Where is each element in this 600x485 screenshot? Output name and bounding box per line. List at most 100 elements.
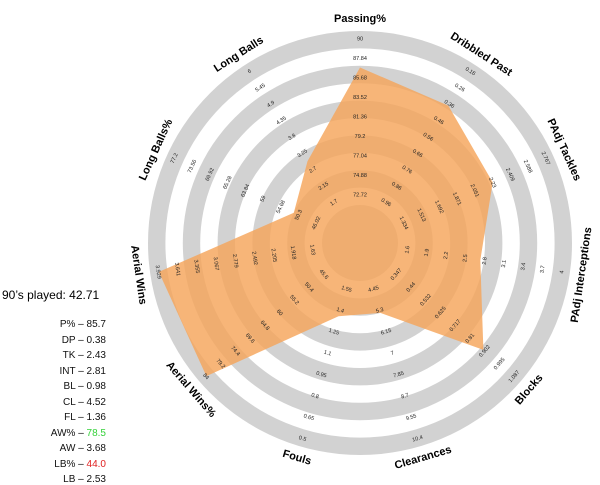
tick-label: 1.513	[415, 208, 426, 223]
tick-label: 2.8	[482, 257, 489, 265]
tick-label: 3.355	[192, 259, 200, 273]
tick-label: 2.492	[250, 251, 258, 265]
tick-label: 0.16	[464, 66, 476, 77]
stat-row: BL – 0.98	[0, 381, 106, 392]
tick-label: 3.067	[212, 257, 220, 271]
tick-label: 0.36	[443, 99, 455, 110]
tick-label: 0.44	[406, 281, 418, 293]
tick-label: 1.692	[433, 200, 444, 215]
tick-label: 1.918	[289, 245, 297, 259]
tick-label: 2.15	[318, 181, 330, 192]
stat-label: DP –	[61, 334, 87, 346]
stat-row: FL – 1.36	[0, 412, 106, 423]
tick-label: 3.7	[540, 265, 547, 273]
stat-value: 4.52	[86, 396, 106, 408]
tick-label: 2.7	[308, 166, 318, 175]
tick-label: 1.63	[308, 244, 315, 255]
stat-label: LB% –	[54, 458, 87, 470]
tick-label: 0.86	[390, 181, 402, 192]
tick-label: 3.1	[501, 260, 508, 268]
tick-label: 4.35	[275, 116, 287, 127]
tick-label: 0.76	[401, 165, 413, 176]
tick-label: 1.871	[451, 191, 462, 206]
stat-label: INT –	[59, 365, 87, 377]
radar-tick-labels: 72.72 74.88 77.04 79.2 81.36 83.52 85.68 87.84 9…	[154, 36, 566, 443]
stat-label: P% –	[59, 319, 87, 330]
tick-label: 0.65	[303, 413, 315, 422]
axis-label: PAdj Interceptions	[569, 226, 595, 323]
tick-label: 2.409	[504, 167, 515, 182]
tick-label: 4.45	[368, 285, 380, 294]
tick-label: 87.84	[353, 56, 367, 62]
stat-value: 3.68	[86, 443, 106, 454]
tick-label: 7.85	[393, 371, 405, 380]
tick-label: 2.205	[270, 248, 278, 262]
stat-row: TK – 2.43	[0, 350, 106, 361]
axis-label: Fouls	[281, 448, 313, 468]
tick-label: 2.767	[540, 151, 551, 166]
stat-label: LB –	[63, 474, 87, 485]
tick-label: 50.3	[294, 209, 304, 221]
stat-row: LB – 2.53	[0, 474, 106, 485]
tick-label: 8.7	[401, 392, 410, 400]
axis-label: Aerial Wins	[128, 244, 148, 305]
tick-label: 83.52	[353, 95, 367, 101]
tick-label: 0.5	[298, 435, 307, 443]
stat-label: TK –	[62, 350, 87, 361]
tick-label: 6.15	[380, 328, 392, 337]
tick-label: 1.334	[398, 216, 409, 231]
stat-value: 2.81	[86, 365, 106, 377]
tick-label: 1.55	[340, 285, 352, 294]
tick-label: 5.3	[375, 307, 384, 315]
tick-label: 0.46	[432, 116, 444, 127]
tick-label: 45.6	[318, 269, 330, 281]
tick-label: 4	[559, 270, 565, 274]
tick-label: 0.26	[453, 83, 465, 94]
tick-label: 2.051	[469, 183, 480, 198]
tick-label: 1.6	[404, 246, 411, 254]
tick-label: 1.25	[328, 328, 340, 337]
stat-row: INT – 2.81	[0, 366, 106, 377]
tick-label: 4.9	[266, 100, 276, 109]
tick-label: 79.2	[214, 358, 226, 370]
stat-value: 2.53	[86, 474, 106, 485]
stat-row: P% – 85.7	[0, 319, 106, 330]
tick-label: 2.588	[522, 159, 533, 174]
stat-label: AW –	[59, 443, 87, 454]
stat-label: AW% –	[50, 427, 87, 439]
tick-label: 54.68	[276, 200, 287, 215]
tick-label: 0.56	[422, 132, 434, 143]
tick-label: 3.8	[287, 133, 297, 142]
tick-label: 84	[201, 373, 210, 382]
axis-label: Passing%	[334, 13, 386, 25]
tick-label: 72.72	[353, 192, 367, 198]
tick-label: 5.45	[254, 83, 266, 94]
tick-label: 3.929	[154, 265, 162, 279]
tick-label: 85.68	[353, 75, 367, 81]
tick-label: 74.88	[353, 173, 367, 179]
stat-row: AW% – 78.5	[0, 428, 106, 439]
tick-label: 77.04	[353, 153, 367, 159]
tick-label: 0.95	[315, 371, 327, 380]
stat-row: DP – 0.38	[0, 335, 106, 346]
stat-value: 85.7	[86, 319, 106, 330]
data-polygon	[158, 67, 493, 377]
tick-label: 90	[357, 36, 363, 42]
tick-label: 60	[275, 309, 284, 318]
nineties-played: 90’s played: 42.71	[2, 288, 100, 302]
tick-label: 9.55	[405, 413, 417, 422]
tick-label: 55.2	[288, 294, 300, 306]
tick-label: 59	[260, 195, 268, 203]
tick-label: 0.66	[411, 148, 423, 159]
tick-label: 3.641	[173, 262, 181, 276]
tick-label: 50.4	[303, 281, 315, 293]
tick-label: 77.2	[170, 152, 180, 164]
tick-label: 69.92	[205, 167, 216, 182]
tick-label: 1.7	[329, 198, 339, 207]
tick-label: 73.56	[187, 159, 198, 174]
stat-label: CL –	[63, 396, 87, 408]
tick-label: 1.4	[336, 307, 345, 315]
tick-label: 2.2	[443, 251, 450, 259]
tick-label: 2.23	[487, 177, 497, 189]
